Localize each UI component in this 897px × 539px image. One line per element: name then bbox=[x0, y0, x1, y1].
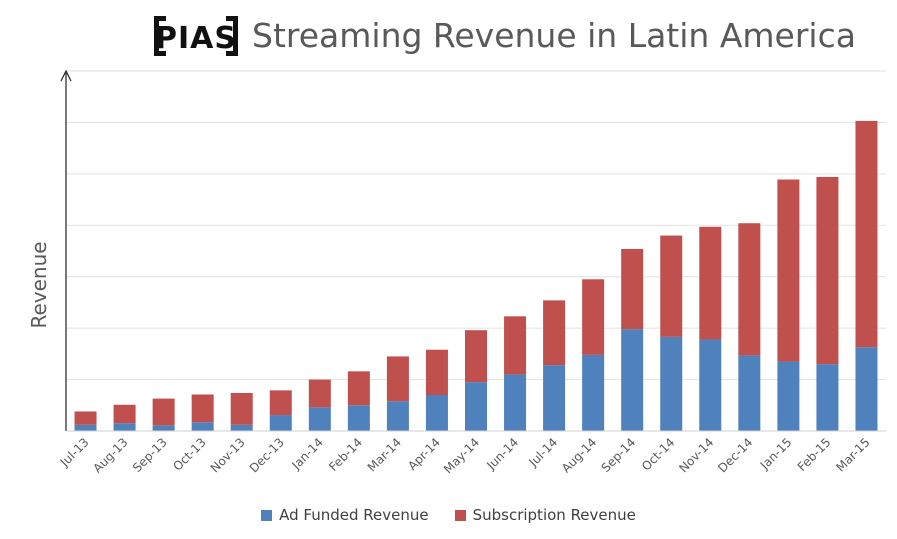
x-tick-label: Dec-13 bbox=[247, 435, 287, 475]
x-tick-label: Nov-14 bbox=[676, 435, 716, 475]
bar-ad-funded bbox=[855, 347, 878, 431]
bar-subscription bbox=[152, 398, 175, 426]
bar-subscription bbox=[699, 226, 722, 340]
legend-swatch-ad-funded bbox=[261, 509, 273, 521]
legend-label-ad-funded: Ad Funded Revenue bbox=[279, 506, 429, 524]
bar-subscription bbox=[504, 316, 527, 375]
bar-ad-funded bbox=[465, 382, 487, 431]
bar-ad-funded bbox=[308, 407, 331, 431]
bar-ad-funded bbox=[816, 364, 839, 431]
bar-subscription bbox=[855, 120, 878, 348]
bar-ad-funded bbox=[621, 329, 644, 431]
bar-ad-funded bbox=[347, 405, 370, 431]
logo-right-bracket bbox=[226, 16, 238, 56]
bar-ad-funded bbox=[699, 339, 722, 431]
x-tick-label: Sep-14 bbox=[599, 435, 639, 475]
bar-ad-funded bbox=[191, 422, 214, 431]
chart-title: Streaming Revenue in Latin America bbox=[252, 16, 856, 55]
x-tick-label: Sep-13 bbox=[130, 435, 170, 475]
bar-ad-funded bbox=[738, 355, 761, 431]
bar-subscription bbox=[347, 371, 370, 406]
bar-subscription bbox=[386, 356, 409, 402]
bar-subscription bbox=[269, 390, 292, 416]
x-tick-label: Feb-15 bbox=[795, 435, 834, 474]
x-tick-label: Mar-14 bbox=[365, 435, 404, 474]
chart-header: PIAS Streaming Revenue in Latin America bbox=[0, 0, 897, 70]
bar-subscription bbox=[777, 179, 800, 362]
bar-subscription bbox=[308, 379, 331, 408]
bar-subscription bbox=[660, 235, 683, 337]
bar-subscription bbox=[230, 392, 253, 425]
bar-ad-funded bbox=[113, 423, 136, 431]
bar-ad-funded bbox=[269, 415, 292, 431]
bar-ad-funded bbox=[230, 424, 253, 431]
legend-item-subscription: Subscription Revenue bbox=[454, 506, 636, 524]
x-tick-label: Dec-14 bbox=[715, 435, 755, 475]
logo-left-bracket bbox=[154, 16, 166, 56]
x-tick-label: Oct-14 bbox=[639, 435, 677, 473]
bar-ad-funded bbox=[386, 401, 409, 431]
x-tick-label: Mar-15 bbox=[833, 435, 872, 474]
legend-label-subscription: Subscription Revenue bbox=[472, 506, 636, 524]
bar-subscription bbox=[738, 223, 761, 356]
legend: Ad Funded Revenue Subscription Revenue bbox=[0, 503, 897, 527]
bar-ad-funded bbox=[425, 395, 448, 431]
logo-text: PIAS bbox=[155, 20, 237, 56]
x-tick-label: Jan-15 bbox=[757, 435, 795, 473]
bar-subscription bbox=[74, 411, 97, 425]
bar-ad-funded bbox=[504, 374, 527, 431]
axes bbox=[60, 69, 886, 432]
bar-subscription bbox=[621, 248, 644, 330]
y-axis-arrow-icon bbox=[60, 69, 72, 82]
bar-subscription bbox=[543, 300, 566, 366]
bar-subscription bbox=[582, 279, 605, 355]
bar-subscription bbox=[113, 404, 136, 424]
bar-ad-funded bbox=[660, 336, 683, 431]
x-tick-label: Apr-14 bbox=[405, 435, 443, 473]
bar-ad-funded bbox=[543, 365, 566, 431]
bar-ad-funded bbox=[777, 361, 800, 431]
x-tick-label: Aug-14 bbox=[559, 435, 599, 475]
x-tick-label: Jul-14 bbox=[526, 435, 561, 470]
bar-subscription bbox=[465, 330, 487, 383]
bar-ad-funded bbox=[582, 354, 605, 431]
x-tick-label: Feb-14 bbox=[326, 435, 365, 474]
x-tick-label: Jul-13 bbox=[57, 435, 92, 470]
bar-subscription bbox=[191, 394, 214, 423]
x-tick-label: Jun-14 bbox=[483, 435, 521, 473]
x-tick-label: Oct-13 bbox=[170, 435, 208, 473]
pias-logo: PIAS bbox=[154, 16, 238, 60]
bars bbox=[74, 120, 878, 431]
x-tick-label: Jan-14 bbox=[288, 435, 326, 473]
bar-ad-funded bbox=[74, 424, 97, 431]
x-tick-label: Aug-13 bbox=[90, 435, 130, 475]
bar-subscription bbox=[816, 176, 839, 365]
x-tick-label: May-14 bbox=[441, 435, 482, 476]
x-tick-label: Nov-13 bbox=[208, 435, 248, 475]
bar-ad-funded bbox=[152, 425, 175, 431]
bar-subscription bbox=[425, 349, 448, 395]
legend-item-ad-funded: Ad Funded Revenue bbox=[261, 506, 429, 524]
legend-swatch-subscription bbox=[454, 509, 466, 521]
